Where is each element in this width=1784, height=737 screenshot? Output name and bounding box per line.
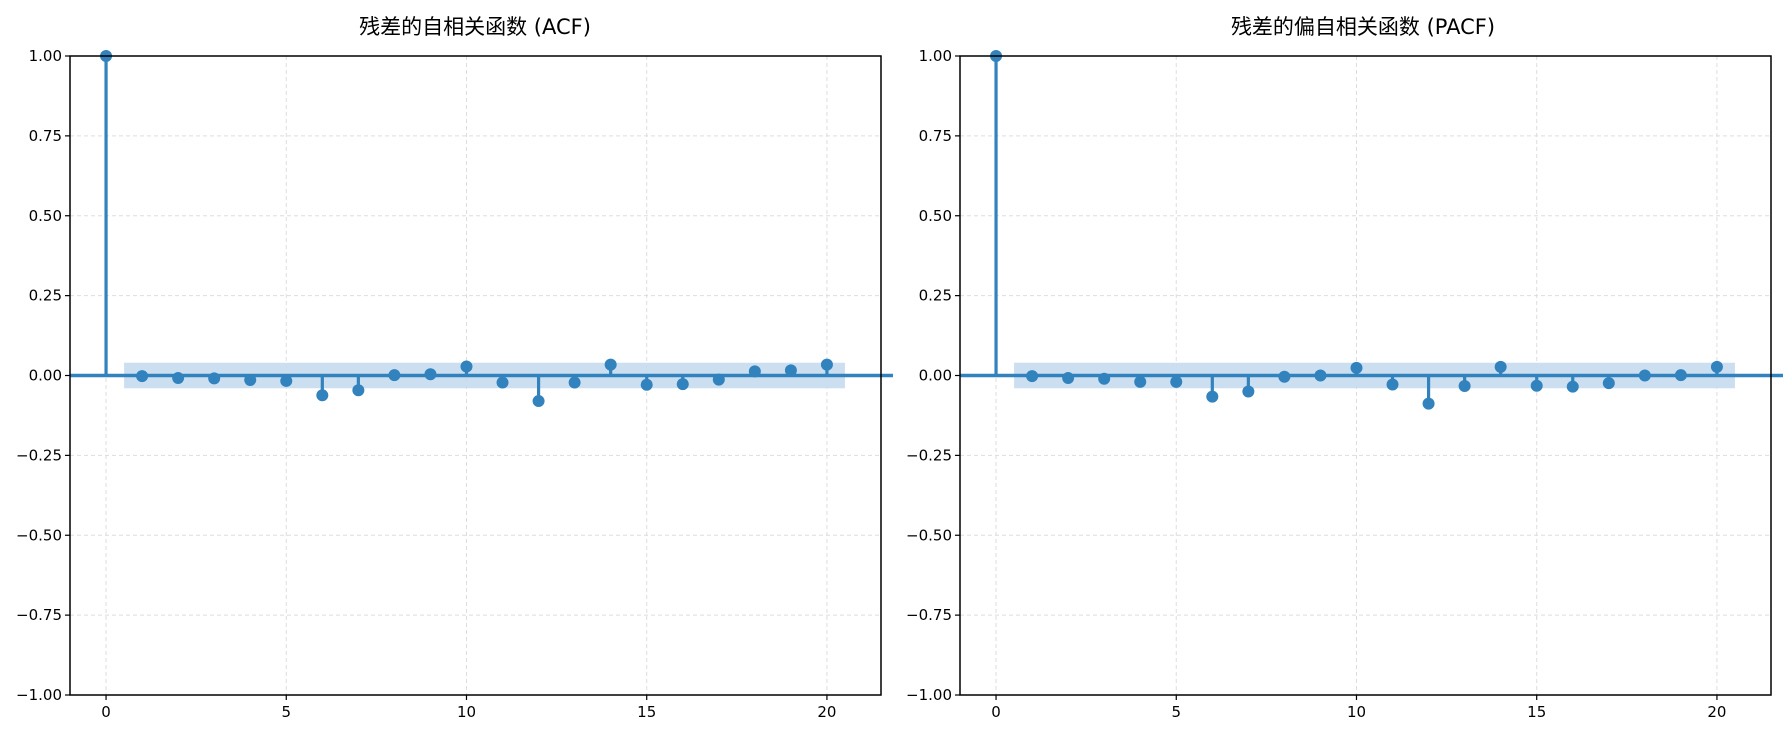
pacf-ytick-label: −1.00 (906, 686, 952, 704)
acf-marker-lag-14 (604, 358, 617, 371)
acf-ytick-label: 1.00 (29, 47, 62, 65)
acf-marker-lag-6 (316, 389, 329, 402)
acf-marker-lag-16 (676, 378, 689, 391)
pacf-marker-lag-13 (1458, 380, 1471, 393)
pacf-xtick-label: 0 (991, 703, 1001, 721)
acf-marker-lag-10 (460, 360, 473, 373)
acf-ytick-label: 0.00 (29, 367, 62, 385)
pacf-ytick-label: −0.75 (906, 606, 952, 624)
acf-chart-title: 残差的自相关函数 (ACF) (359, 15, 591, 39)
acf-marker-lag-3 (208, 372, 221, 385)
pacf-marker-lag-19 (1674, 369, 1687, 382)
pacf-marker-lag-6 (1206, 390, 1219, 403)
pacf-marker-lag-9 (1314, 369, 1327, 382)
acf-marker-lag-13 (568, 376, 581, 389)
pacf-ytick-label: 0.75 (919, 127, 952, 145)
acf-marker-lag-11 (496, 376, 509, 389)
acf-xtick-label: 10 (457, 703, 476, 721)
acf-ytick-label: −0.50 (16, 526, 62, 544)
acf-marker-lag-5 (280, 374, 293, 387)
pacf-marker-lag-14 (1494, 360, 1507, 373)
acf-xtick-label: 0 (101, 703, 111, 721)
pacf-xtick-label: 10 (1347, 703, 1366, 721)
acf-ytick-label: 0.75 (29, 127, 62, 145)
pacf-ytick-label: −0.25 (906, 446, 952, 464)
pacf-ytick-label: 0.00 (919, 367, 952, 385)
acf-xtick-label: 20 (817, 703, 836, 721)
pacf-xtick-label: 5 (1171, 703, 1181, 721)
pacf-marker-lag-20 (1710, 360, 1723, 373)
acf-marker-lag-1 (136, 370, 149, 383)
acf-marker-lag-17 (712, 373, 725, 386)
acf-marker-lag-15 (640, 378, 653, 391)
pacf-ytick-label: 1.00 (919, 47, 952, 65)
pacf-marker-lag-8 (1278, 370, 1291, 383)
pacf-marker-lag-15 (1530, 379, 1543, 392)
pacf-ytick-label: 0.50 (919, 207, 952, 225)
pacf-xtick-label: 15 (1527, 703, 1546, 721)
pacf-ytick-label: −0.50 (906, 526, 952, 544)
acf-marker-lag-4 (244, 373, 257, 386)
pacf-panel: 残差的偏自相关函数 (PACF) 0 5 10 15 20 1.00 0.75 0.50 0.2… (906, 15, 1783, 721)
pacf-ytick-label: 0.25 (919, 287, 952, 305)
acf-ytick-label: 0.25 (29, 287, 62, 305)
acf-marker-lag-20 (820, 358, 833, 371)
pacf-marker-lag-10 (1350, 361, 1363, 374)
pacf-marker-lag-7 (1242, 385, 1255, 398)
acf-marker-lag-7 (352, 384, 365, 397)
pacf-marker-lag-17 (1602, 377, 1615, 390)
pacf-marker-lag-16 (1566, 380, 1579, 393)
pacf-marker-lag-2 (1062, 372, 1075, 385)
acf-ytick-label: 0.50 (29, 207, 62, 225)
acf-marker-lag-9 (424, 368, 437, 381)
pacf-marker-lag-1 (1026, 370, 1039, 383)
pacf-marker-lag-18 (1638, 369, 1651, 382)
acf-ytick-label: −0.25 (16, 446, 62, 464)
acf-ytick-label: −0.75 (16, 606, 62, 624)
pacf-chart-title: 残差的偏自相关函数 (PACF) (1231, 15, 1495, 39)
pacf-marker-lag-12 (1422, 397, 1435, 410)
acf-ytick-label: −1.00 (16, 686, 62, 704)
pacf-marker-lag-11 (1386, 378, 1399, 391)
acf-marker-lag-8 (388, 369, 401, 382)
acf-xtick-label: 5 (281, 703, 291, 721)
pacf-marker-lag-5 (1170, 375, 1183, 388)
acf-panel: 残差的自相关函数 (ACF) 0 5 10 15 20 1.00 0.75 0.50 0.25 0… (16, 15, 893, 721)
acf-marker-lag-19 (784, 364, 797, 377)
acf-marker-lag-2 (172, 372, 185, 385)
pacf-xtick-label: 20 (1707, 703, 1726, 721)
pacf-marker-lag-3 (1098, 372, 1111, 385)
pacf-marker-lag-4 (1134, 375, 1147, 388)
acf-marker-lag-18 (748, 365, 761, 378)
acf-marker-lag-12 (532, 395, 545, 408)
acf-xtick-label: 15 (637, 703, 656, 721)
